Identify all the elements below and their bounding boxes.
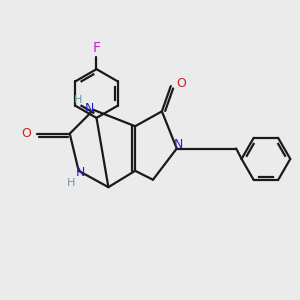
Text: F: F xyxy=(92,41,101,56)
Text: H: H xyxy=(67,178,75,188)
Text: O: O xyxy=(176,76,186,90)
Text: N: N xyxy=(173,138,183,151)
Text: N: N xyxy=(84,102,94,115)
Text: H: H xyxy=(74,95,82,105)
Text: N: N xyxy=(76,166,85,179)
Text: O: O xyxy=(21,127,31,140)
